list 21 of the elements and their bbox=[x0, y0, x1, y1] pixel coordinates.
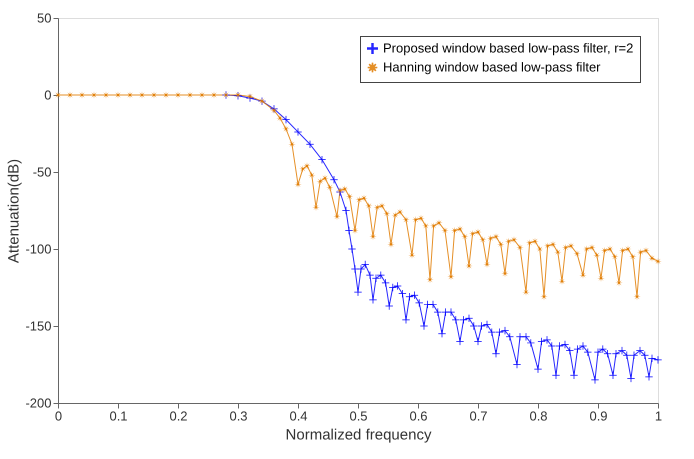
legend-label: Hanning window based low-pass filter bbox=[383, 60, 602, 74]
x-tick-label: 0.1 bbox=[109, 408, 128, 424]
y-tick-label: 50 bbox=[37, 10, 52, 26]
x-axis-title: Normalized frequency bbox=[286, 426, 432, 444]
x-tick-label: 0.9 bbox=[589, 408, 608, 424]
y-tick-label: -200 bbox=[25, 396, 52, 410]
x-tick-label: 0.5 bbox=[349, 408, 368, 424]
y-tick-label: -100 bbox=[25, 242, 52, 256]
x-tick-label: 0.8 bbox=[529, 408, 548, 424]
y-tick-label: -50 bbox=[32, 164, 52, 180]
x-tick-label: 0 bbox=[54, 408, 62, 424]
x-tick-label: 0.4 bbox=[289, 408, 308, 424]
y-tick-label: 0 bbox=[44, 88, 52, 102]
x-tick-label: 1 bbox=[654, 408, 662, 424]
y-tick-label: -150 bbox=[25, 318, 52, 334]
legend-label: Proposed window based low-pass filter, r=2 bbox=[383, 40, 634, 56]
x-tick-label: 0.6 bbox=[409, 408, 428, 424]
x-tick-label: 0.2 bbox=[169, 408, 188, 424]
x-tick-label: 0.7 bbox=[469, 408, 488, 424]
x-tick-label: 0.3 bbox=[229, 408, 248, 424]
y-axis-title: Attenuation(dB) bbox=[5, 158, 22, 264]
